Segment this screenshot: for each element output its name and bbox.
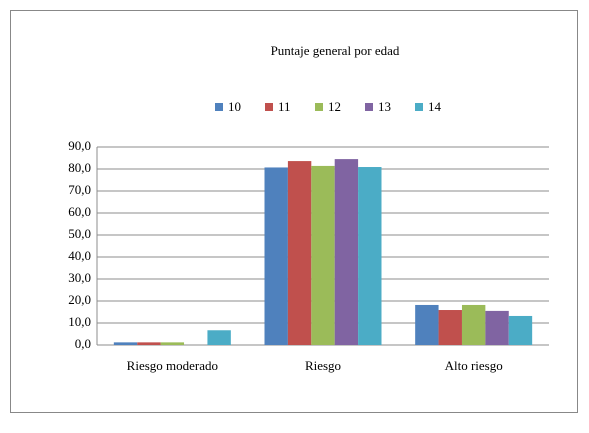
y-tick-label: 80,0 — [68, 160, 91, 175]
legend-marker — [415, 103, 423, 111]
legend-label: 11 — [278, 99, 291, 114]
bar — [438, 310, 462, 345]
x-tick-label: Riesgo moderado — [127, 358, 218, 373]
y-tick-label: 60,0 — [68, 204, 91, 219]
bar — [264, 167, 288, 345]
bar — [508, 315, 533, 345]
y-tick-label: 20,0 — [68, 292, 91, 307]
bar — [160, 342, 185, 345]
y-tick-label: 0,0 — [75, 336, 91, 351]
legend-marker — [265, 103, 273, 111]
bar — [334, 159, 359, 345]
legend-marker — [315, 103, 323, 111]
bar — [461, 304, 486, 345]
bar — [358, 167, 382, 345]
bar — [113, 342, 138, 345]
y-tick-label: 50,0 — [68, 226, 91, 241]
bar — [207, 330, 231, 345]
bar — [485, 310, 509, 345]
y-tick-label: 10,0 — [68, 314, 91, 329]
y-tick-label: 90,0 — [68, 138, 91, 153]
bar — [287, 161, 312, 345]
legend-label: 12 — [328, 99, 341, 114]
legend-label: 13 — [378, 99, 391, 114]
y-tick-label: 30,0 — [68, 270, 91, 285]
y-tick-label: 70,0 — [68, 182, 91, 197]
x-tick-label: Alto riesgo — [445, 358, 503, 373]
bar — [415, 304, 439, 345]
legend-label: 10 — [228, 99, 241, 114]
legend-marker — [215, 103, 223, 111]
bar — [311, 165, 335, 345]
y-tick-label: 40,0 — [68, 248, 91, 263]
x-tick-label: Riesgo — [305, 358, 341, 373]
chart-title: Puntaje general por edad — [271, 43, 400, 58]
legend-label: 14 — [428, 99, 442, 114]
bar — [137, 342, 161, 345]
legend-marker — [365, 103, 373, 111]
